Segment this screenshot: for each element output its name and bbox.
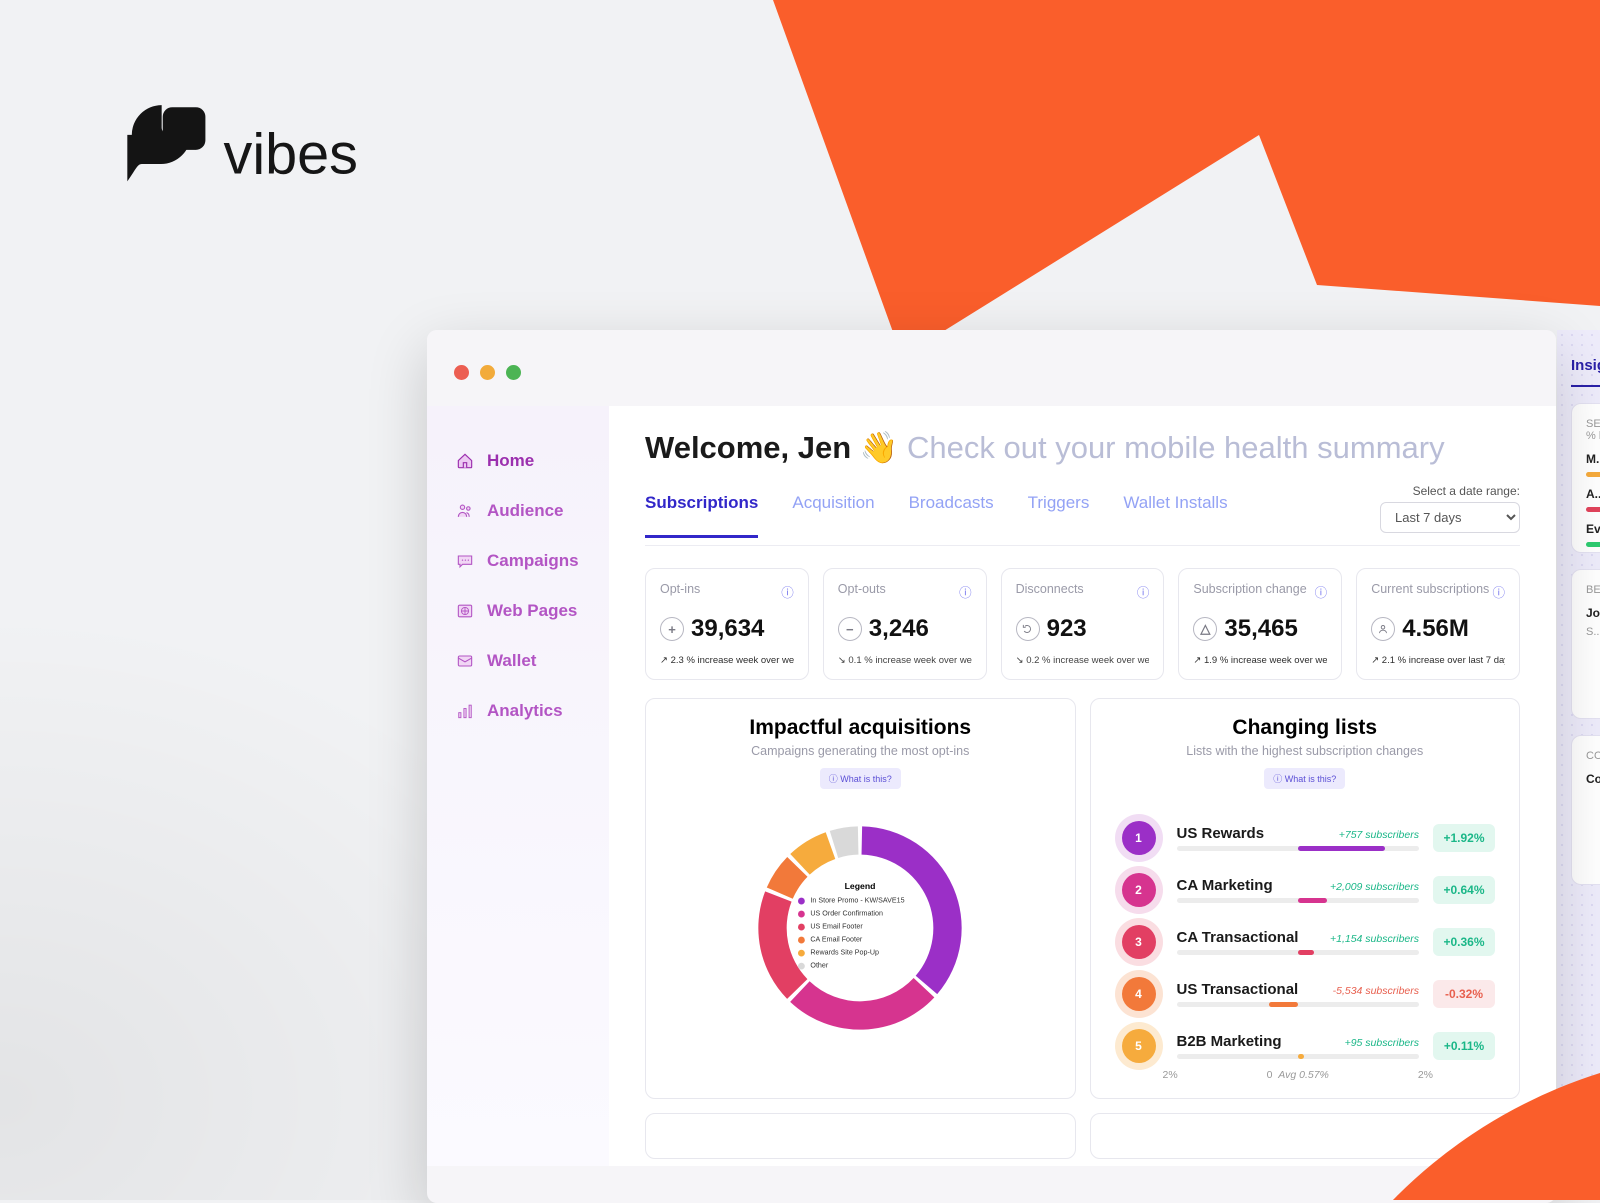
svg-text:vibes: vibes: [224, 122, 358, 186]
